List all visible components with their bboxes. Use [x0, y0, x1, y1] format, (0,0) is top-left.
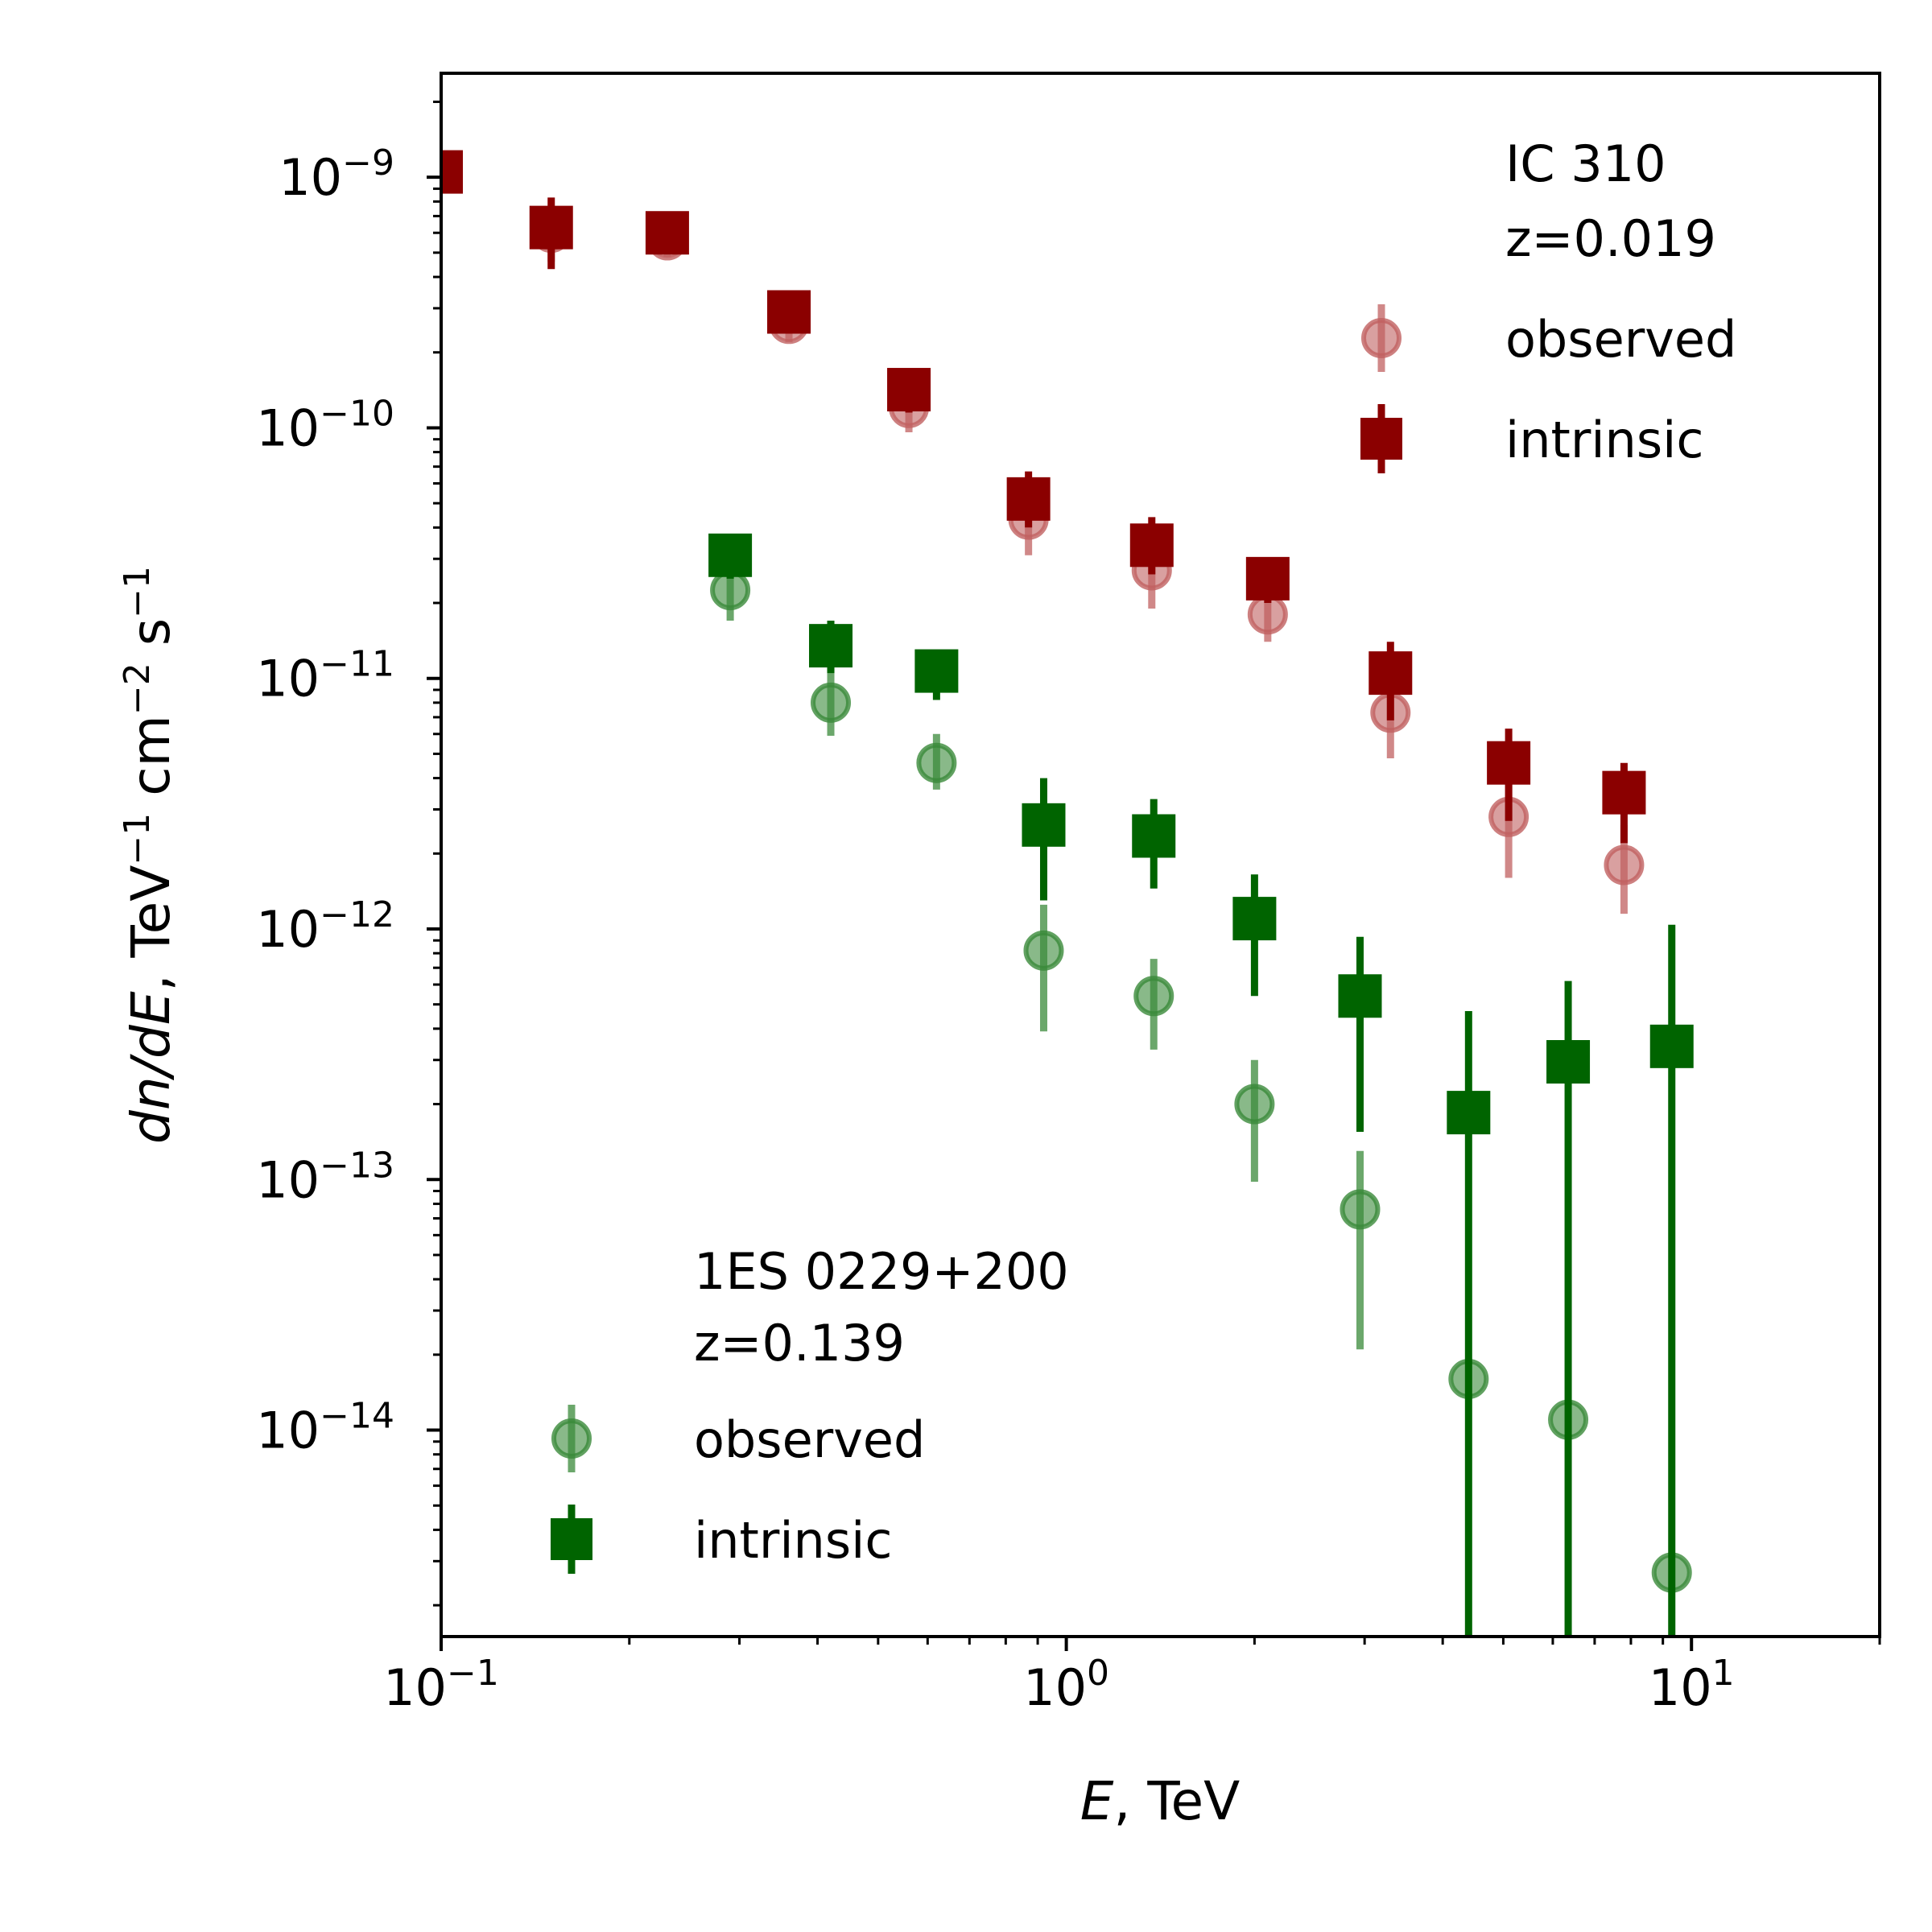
- y-tick-label: 10−13: [256, 1145, 394, 1210]
- intrinsic-marker: [1649, 1024, 1694, 1068]
- intrinsic-marker: [1338, 974, 1382, 1018]
- x-tick-label: 10−1: [383, 1653, 499, 1718]
- legend-1es0229-subtitle: z=0.139: [694, 1314, 905, 1373]
- data-point-1es0229-intrinsic: [1338, 936, 1382, 1133]
- data-point-ic310-intrinsic: [767, 290, 811, 334]
- data-point-ic310-intrinsic: [1129, 517, 1174, 575]
- y-tick-label: 10−14: [256, 1395, 394, 1460]
- y-tick-label: 10−12: [256, 894, 394, 959]
- observed-marker: [811, 682, 852, 723]
- intrinsic-marker: [529, 205, 573, 250]
- y-tick-label: 10−9: [279, 142, 394, 208]
- intrinsic-marker: [1245, 556, 1290, 601]
- intrinsic-marker: [1232, 897, 1277, 941]
- intrinsic-marker: [887, 368, 931, 412]
- legend-ic310-subtitle: z=0.019: [1505, 209, 1716, 268]
- observed-marker: [1234, 1084, 1275, 1125]
- data-point-1es0229-intrinsic: [914, 649, 959, 700]
- data-point-1es0229-intrinsic: [708, 533, 753, 579]
- legend-ic310-intrinsic-marker: [1360, 404, 1402, 473]
- data-point-1es0229-observed: [916, 733, 957, 790]
- plot-frame: [440, 72, 1881, 1638]
- data-point-1es0229-observed: [1133, 959, 1174, 1050]
- data-point-1es0229-observed: [1340, 1150, 1381, 1350]
- legend-1es0229-title: 1ES 0229+200: [694, 1242, 1069, 1301]
- intrinsic-marker: [1368, 651, 1413, 696]
- data-point-ic310-intrinsic: [1006, 471, 1051, 528]
- series-1es0229-intrinsic: [708, 533, 1694, 1637]
- legend-ic310-title: IC 310: [1505, 134, 1666, 193]
- data-point-ic310-intrinsic: [1368, 642, 1413, 720]
- intrinsic-marker: [645, 211, 689, 255]
- y-axis-label: dn/dE, TeV−1 cm−2 s−1: [117, 566, 183, 1144]
- intrinsic-marker: [708, 533, 753, 577]
- intrinsic-marker: [914, 649, 959, 693]
- data-point-1es0229-observed: [811, 667, 852, 737]
- observed-marker: [916, 742, 957, 783]
- series-ic310-observed: [530, 207, 1645, 914]
- intrinsic-marker: [809, 624, 853, 668]
- data-point-1es0229-intrinsic: [1649, 924, 1694, 1637]
- x-tick-label: 100: [1023, 1653, 1109, 1718]
- intrinsic-marker: [1447, 1091, 1491, 1135]
- data-point-1es0229-intrinsic: [1132, 799, 1176, 889]
- intrinsic-marker: [1006, 477, 1051, 521]
- x-tick-label: 101: [1649, 1653, 1735, 1718]
- data-point-ic310-intrinsic: [441, 150, 463, 194]
- intrinsic-marker: [441, 150, 463, 194]
- data-point-1es0229-intrinsic: [1022, 778, 1066, 901]
- data-point-ic310-intrinsic: [529, 197, 573, 270]
- data-point-1es0229-intrinsic: [1232, 874, 1277, 997]
- intrinsic-marker: [1022, 803, 1066, 847]
- y-tick-label: 10−11: [256, 643, 394, 708]
- data-point-1es0229-observed: [1023, 904, 1064, 1032]
- data-point-ic310-intrinsic: [1602, 762, 1646, 844]
- observed-marker: [1133, 976, 1174, 1017]
- data-point-1es0229-intrinsic: [809, 620, 853, 674]
- data-point-ic310-intrinsic: [1245, 556, 1290, 604]
- data-point-ic310-observed: [1604, 824, 1645, 914]
- legend-1es0229-observed-label: observed: [694, 1410, 925, 1469]
- legend-ic310-observed-marker: [1361, 304, 1402, 372]
- data-point-1es0229-intrinsic: [1447, 1011, 1491, 1637]
- axis-ticks: [427, 100, 1881, 1651]
- legend-1es0229-intrinsic-label: intrinsic: [694, 1511, 892, 1570]
- observed-marker: [1340, 1189, 1381, 1230]
- data-point-1es0229-intrinsic: [1546, 980, 1591, 1637]
- data-point-1es0229-observed: [1234, 1059, 1275, 1182]
- intrinsic-marker: [1487, 741, 1531, 785]
- plot-area: [441, 150, 1694, 1637]
- intrinsic-marker: [767, 290, 811, 334]
- legend-1es0229: 1ES 0229+200 z=0.139 observed intrinsic: [551, 1242, 1069, 1574]
- legend-1es0229-observed-marker: [551, 1405, 592, 1472]
- series-1es0229-observed: [710, 559, 1692, 1593]
- data-point-ic310-intrinsic: [645, 211, 689, 255]
- intrinsic-marker: [1546, 1040, 1591, 1084]
- intrinsic-marker: [1132, 814, 1176, 858]
- data-point-ic310-intrinsic: [887, 368, 931, 413]
- legend-ic310-intrinsic-label: intrinsic: [1505, 411, 1703, 469]
- intrinsic-marker: [1129, 523, 1174, 568]
- data-point-ic310-intrinsic: [1487, 729, 1531, 821]
- observed-marker: [1023, 930, 1064, 971]
- intrinsic-marker: [1602, 770, 1646, 815]
- legend-ic310: IC 310 z=0.019 observed intrinsic: [1360, 134, 1736, 473]
- x-axis-label: E, TeV: [1080, 1770, 1241, 1832]
- y-tick-label: 10−10: [256, 393, 394, 458]
- legend-1es0229-intrinsic-marker: [551, 1505, 592, 1574]
- observed-marker: [1604, 844, 1645, 886]
- tick-labels: 10−1 100 101 10−9 10−10 10−11 10−12 10−13 10−14: [256, 142, 1734, 1717]
- series-ic310-intrinsic: [441, 150, 1646, 844]
- legend-ic310-observed-label: observed: [1505, 310, 1736, 369]
